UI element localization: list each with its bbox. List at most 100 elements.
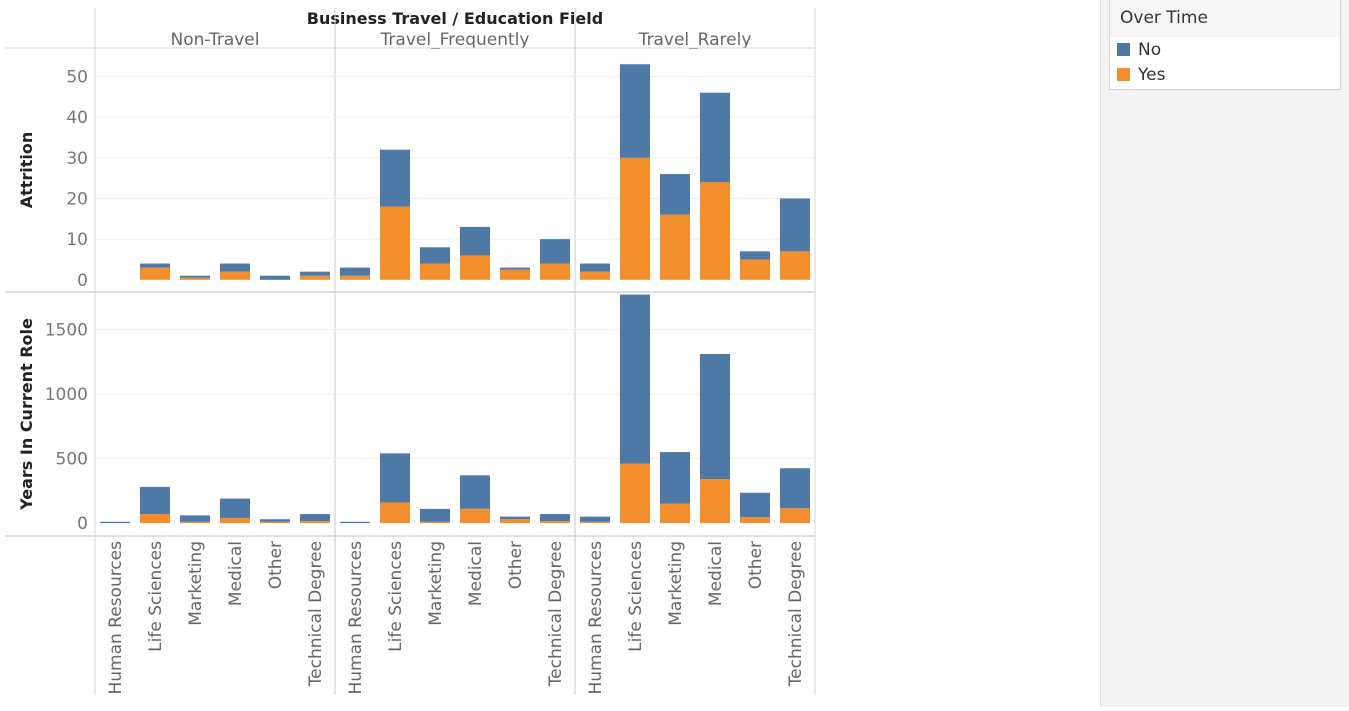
bar-yes <box>780 251 810 280</box>
bar-no <box>100 521 130 524</box>
bar-no <box>500 516 530 520</box>
x-tick-label: Marketing <box>426 541 446 626</box>
bar-yes <box>700 479 730 524</box>
bar-yes <box>620 463 650 524</box>
y-tick-label: 0 <box>77 514 88 534</box>
chart-area: Business Travel / Education Field Non-Tra… <box>5 8 816 695</box>
legend-swatch-yes <box>1117 68 1130 81</box>
legend-swatch-no <box>1117 43 1130 56</box>
legend-item-yes[interactable]: Yes <box>1110 62 1340 87</box>
y-tick-label: 1500 <box>45 320 88 340</box>
header-title: Business Travel / Education Field <box>307 9 603 28</box>
bar-no <box>700 92 730 183</box>
bar-yes <box>500 519 530 524</box>
bar-yes <box>580 521 610 524</box>
bar-yes <box>140 267 170 280</box>
bar-yes <box>540 263 570 280</box>
y-tick-label: 0 <box>77 271 88 291</box>
x-tick-label: Marketing <box>666 541 686 626</box>
bar-yes <box>580 271 610 280</box>
x-tick-label: Medical <box>226 541 246 606</box>
bar-no <box>380 149 410 207</box>
bar-yes <box>660 214 690 280</box>
bar-no <box>540 239 570 264</box>
bar-no <box>180 515 210 522</box>
bar-yes <box>740 259 770 280</box>
x-tick-label: Technical Degree <box>786 541 806 687</box>
bar-yes <box>220 271 250 280</box>
bar-yes <box>380 206 410 280</box>
x-tick-label: Human Resources <box>586 541 606 695</box>
bar-no <box>460 226 490 256</box>
bar-no <box>260 275 290 280</box>
bar-yes <box>180 521 210 524</box>
bar-no <box>260 519 290 522</box>
y-tick-label: 50 <box>66 67 88 87</box>
bar-no <box>380 453 410 503</box>
bar-yes <box>220 517 250 524</box>
bar-yes <box>780 508 810 524</box>
bar-no <box>580 263 610 272</box>
bar-no <box>660 452 690 504</box>
bar-no <box>620 64 650 158</box>
bar-yes <box>420 521 450 524</box>
bar-yes <box>620 157 650 280</box>
y-tick-label: 40 <box>66 108 88 128</box>
bar-yes <box>540 521 570 524</box>
y-axis-label: Attrition <box>17 132 36 209</box>
x-tick-label: Medical <box>466 541 486 606</box>
bar-no <box>300 271 330 276</box>
bar-no <box>700 353 730 480</box>
bar-no <box>540 514 570 522</box>
bar-no <box>220 498 250 518</box>
bar-no <box>140 263 170 268</box>
bar-no <box>340 521 370 524</box>
bar-no <box>500 267 530 270</box>
bar-no <box>420 247 450 264</box>
legend-label-no: No <box>1138 39 1162 60</box>
bar-yes <box>700 182 730 280</box>
legend: Over Time No Yes <box>1109 0 1341 90</box>
x-tick-label: Marketing <box>186 541 206 626</box>
bar-no <box>660 174 690 215</box>
bar-yes <box>380 502 410 524</box>
bar-no <box>740 251 770 260</box>
bar-yes <box>660 503 690 524</box>
x-tick-label: Life Sciences <box>146 541 166 652</box>
chart-svg: Business Travel / Education Field Non-Tra… <box>5 8 816 695</box>
bar-yes <box>140 514 170 524</box>
x-tick-label: Other <box>746 541 766 589</box>
bar-yes <box>740 517 770 524</box>
x-tick-label: Other <box>266 541 286 589</box>
legend-item-no[interactable]: No <box>1110 37 1340 62</box>
bar-yes <box>500 269 530 280</box>
x-tick-label: Human Resources <box>106 541 126 695</box>
bar-yes <box>260 521 290 524</box>
column-header-non-travel: Non-Travel <box>170 30 259 50</box>
bar-no <box>180 275 210 278</box>
bar-yes <box>300 521 330 524</box>
y-tick-label: 500 <box>56 450 88 470</box>
y-tick-label: 20 <box>66 189 88 209</box>
legend-pane: Over Time No Yes <box>1100 0 1349 707</box>
bar-yes <box>180 277 210 280</box>
bar-no <box>220 263 250 272</box>
x-tick-label: Medical <box>706 541 726 606</box>
bar-no <box>420 508 450 522</box>
y-tick-label: 10 <box>66 230 88 250</box>
x-tick-label: Other <box>506 541 526 589</box>
x-tick-label: Technical Degree <box>306 541 326 687</box>
column-header-travel-rarely: Travel_Rarely <box>638 30 752 50</box>
y-axis-label: Years In Current Role <box>17 318 36 511</box>
y-tick-label: 1000 <box>45 385 88 405</box>
bar-yes <box>460 255 490 280</box>
bar-no <box>140 486 170 515</box>
y-tick-label: 30 <box>66 149 88 169</box>
legend-title: Over Time <box>1110 0 1340 37</box>
bar-no <box>460 475 490 509</box>
bar-no <box>780 198 810 252</box>
bar-yes <box>460 508 490 524</box>
bar-no <box>580 516 610 522</box>
x-tick-label: Life Sciences <box>626 541 646 652</box>
legend-label-yes: Yes <box>1138 64 1166 85</box>
